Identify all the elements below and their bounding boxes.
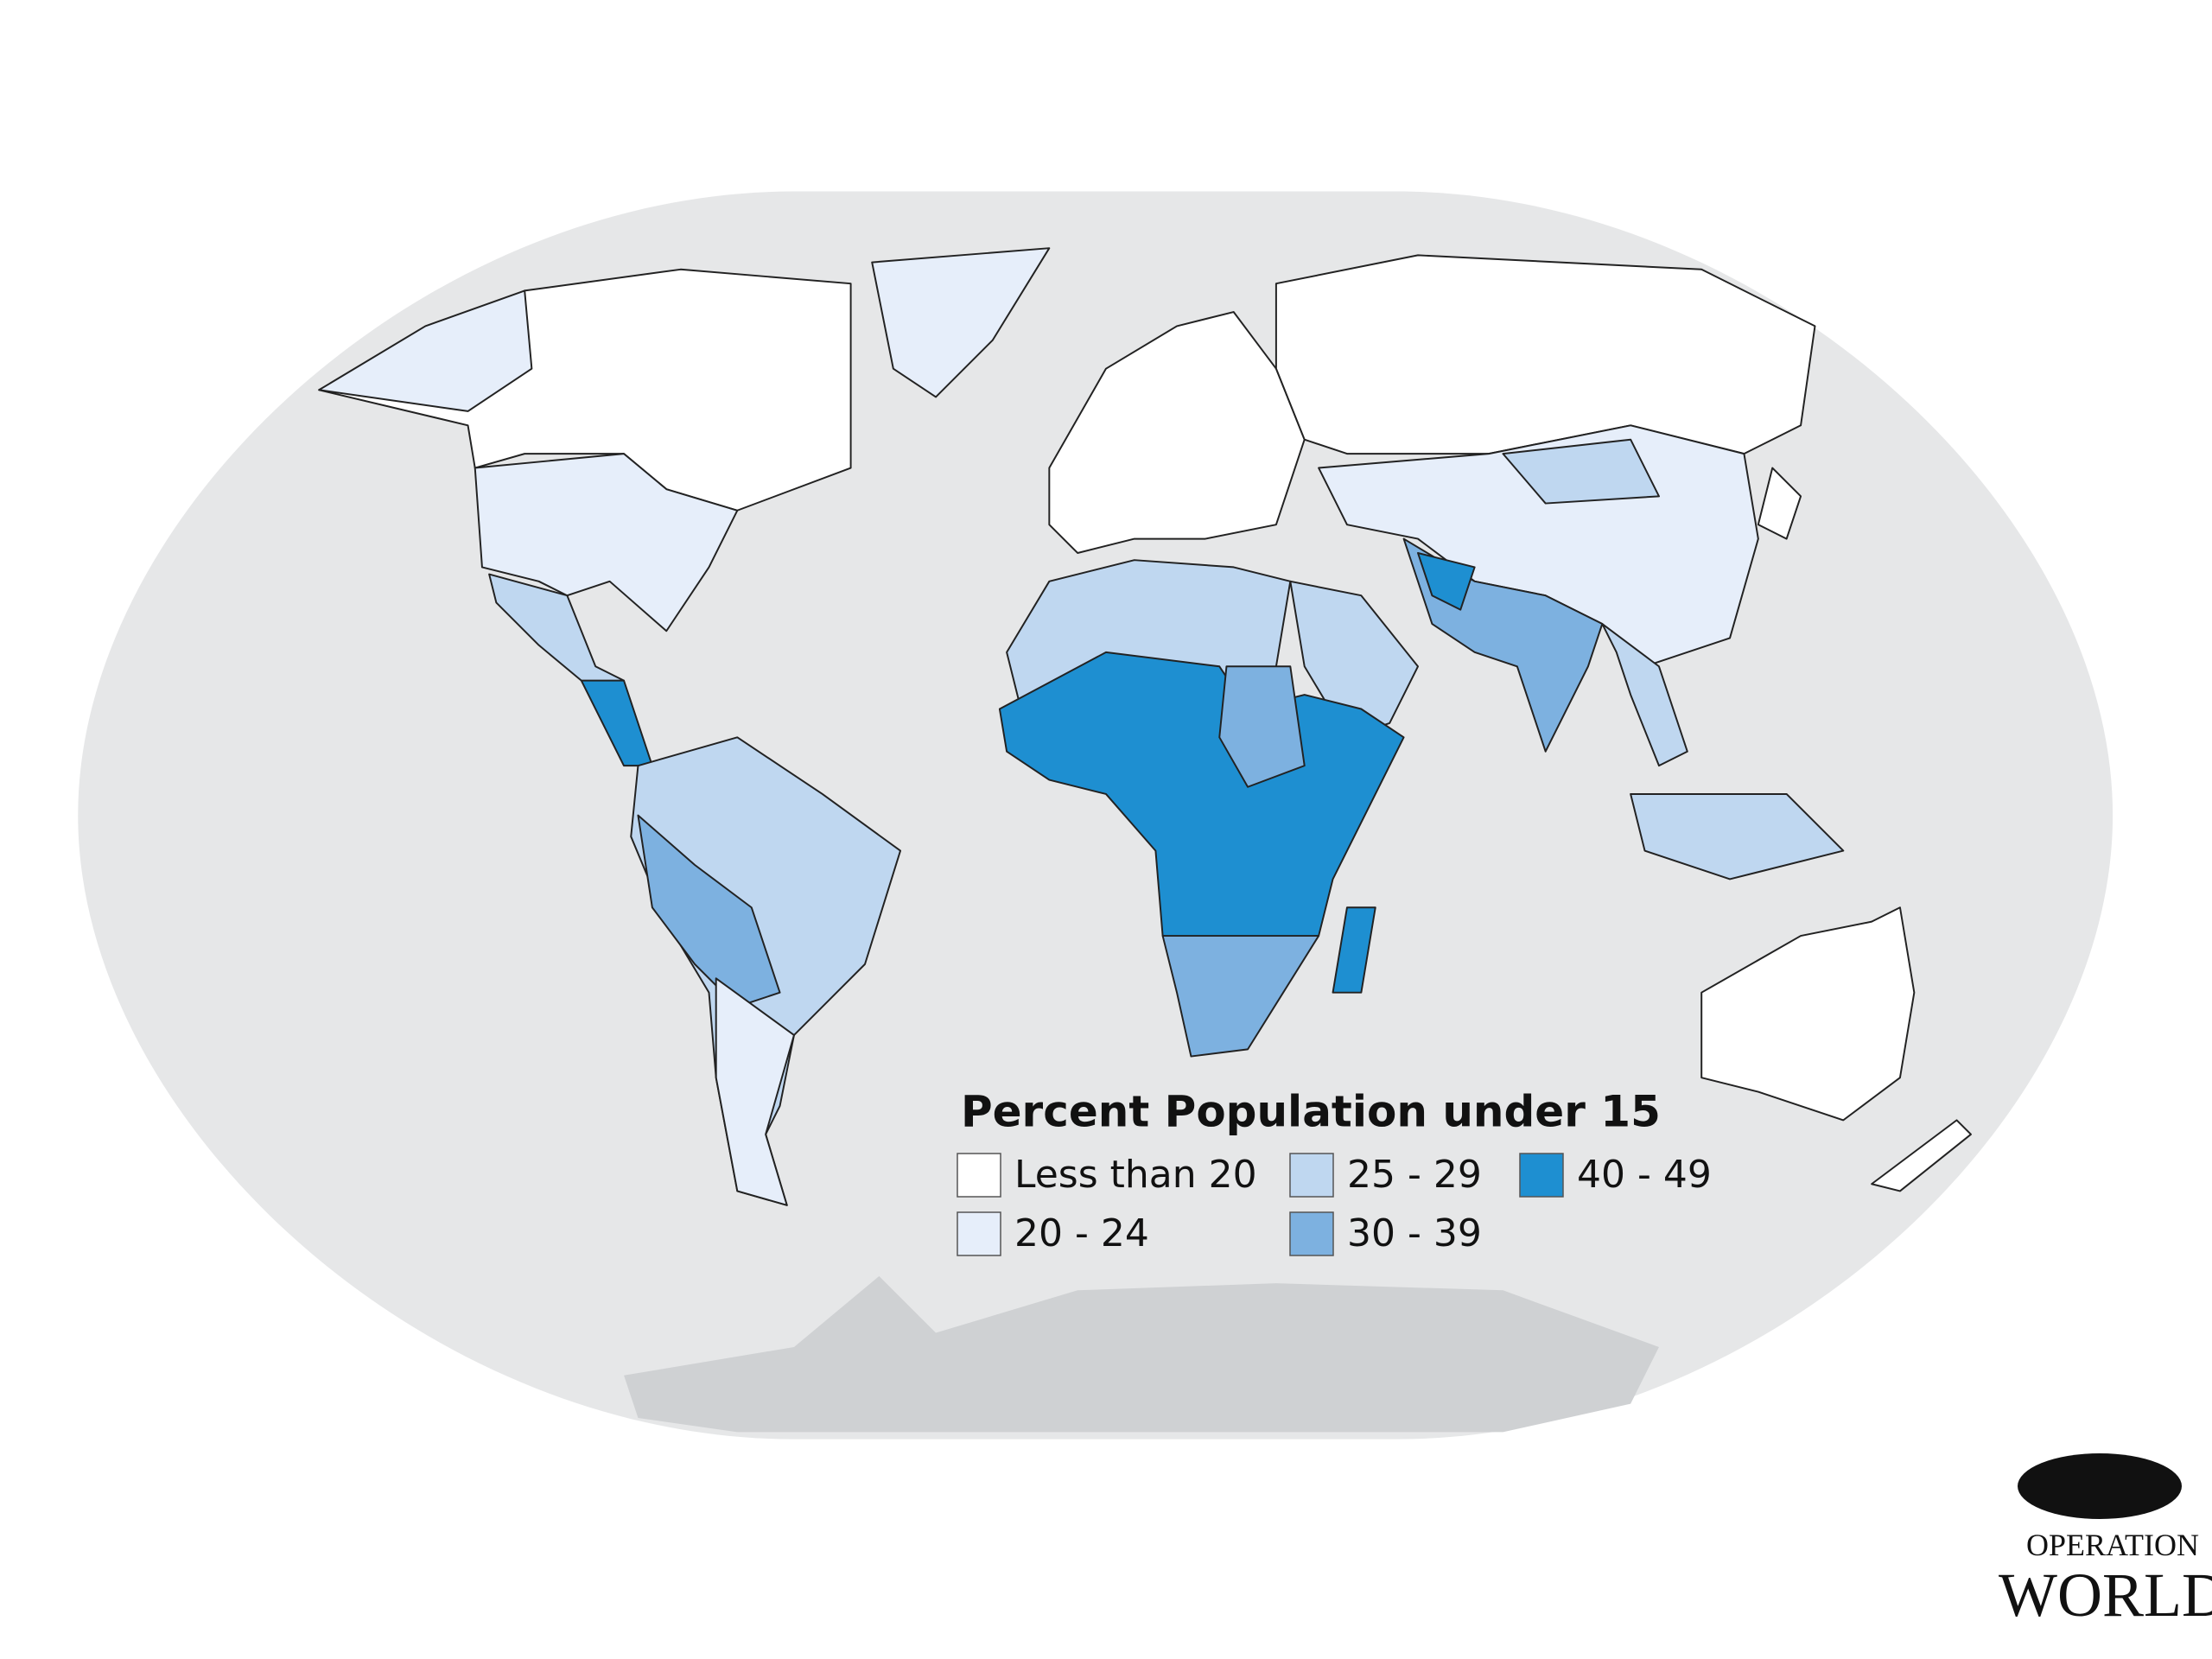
europe [1048,311,1306,554]
russia [1274,254,1816,455]
legend-label: 40 - 49 [1577,1153,1712,1197]
greenland [871,247,1051,398]
sudan [1218,665,1306,788]
legend-label: 20 - 24 [1014,1211,1149,1255]
arabia [1289,580,1419,739]
logo-line2: WORLD [1999,1560,2212,1630]
legend-swatch [1289,1153,1334,1198]
countries [318,247,1972,1206]
logo-globe [2018,1453,2182,1519]
madagascar [1332,906,1376,994]
andes [637,814,781,1008]
legend-swatch [1519,1153,1564,1198]
map [78,191,2113,1440]
legend-label: 30 - 39 [1347,1211,1482,1255]
indonesia [1630,792,1845,880]
legend-label: Less than 20 [1014,1153,1257,1197]
legend-swatch [957,1211,1001,1256]
argentina [715,977,795,1206]
legend-title: Percent Population under 15 [961,1087,1661,1137]
mongolia [1502,438,1660,505]
logo-line1: OPERATION [2026,1528,2199,1562]
legend-label: 25 - 29 [1347,1153,1482,1197]
southeast-asia [1601,623,1688,767]
australia [1700,906,1916,1122]
afghanistan [1417,552,1476,611]
new-zealand [1871,1119,1972,1192]
legend-swatch [1289,1211,1334,1256]
usa [474,453,739,632]
antarctica [624,1275,1659,1433]
legend-swatch [957,1153,1001,1198]
logo: OPERATION WORLD [1999,1453,2212,1630]
legend: Percent Population under 15 Less than 20… [957,1087,1712,1256]
southern-africa [1161,935,1320,1058]
alaska [318,289,533,412]
japan [1757,467,1802,540]
